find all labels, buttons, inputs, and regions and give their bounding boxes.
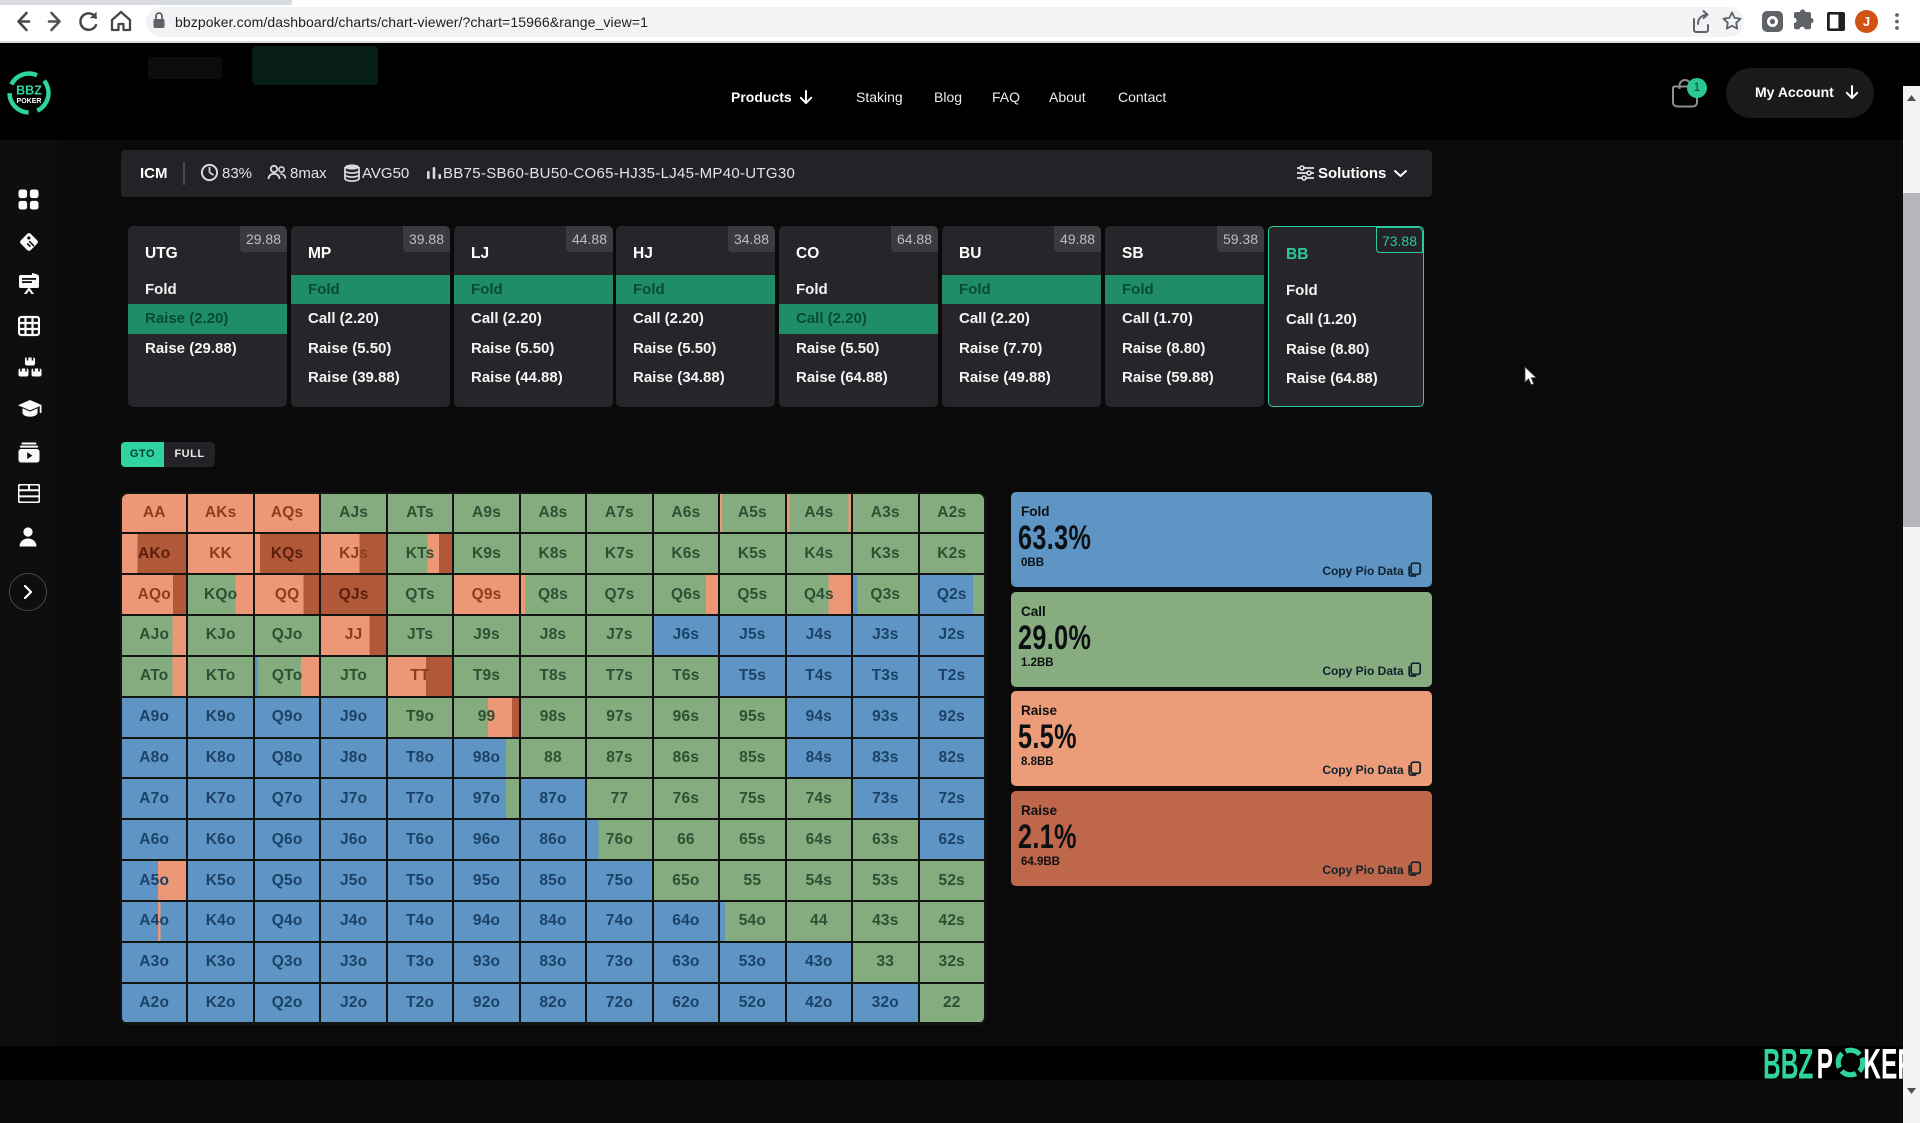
svg-text:P: P [1817, 1046, 1833, 1080]
svg-text:POKER: POKER [17, 98, 42, 105]
svg-text:BBZ: BBZ [16, 84, 42, 98]
svg-text:BBZ: BBZ [1763, 1046, 1813, 1080]
